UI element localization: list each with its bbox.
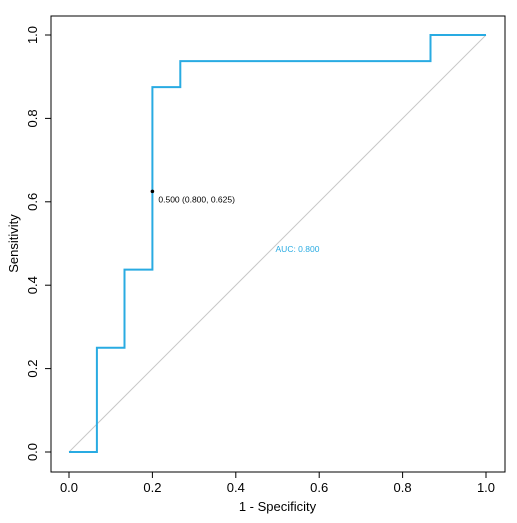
- x-axis-title: 1 - Specificity: [239, 499, 317, 514]
- x-tick-label: 0.6: [310, 480, 328, 495]
- x-axis: 0.0 0.2 0.4 0.6 0.8 1.0: [60, 471, 495, 495]
- x-tick-label: 1.0: [477, 480, 495, 495]
- y-axis: 0.0 0.2 0.4 0.6 0.8 1.0: [25, 26, 52, 461]
- x-tick-label: 0.2: [143, 480, 161, 495]
- y-tick-label: 0.2: [25, 360, 40, 378]
- y-tick-label: 0.4: [25, 276, 40, 294]
- x-tick-label: 0.4: [227, 480, 245, 495]
- y-tick-label: 0.8: [25, 109, 40, 127]
- reference-diagonal: [68, 34, 487, 453]
- y-axis-title: Sensitivity: [6, 214, 21, 273]
- roc-curve: [69, 34, 486, 453]
- y-tick-label: 0.0: [25, 443, 40, 461]
- x-tick-label: 0.0: [60, 480, 78, 495]
- x-tick-label: 0.8: [394, 480, 412, 495]
- threshold-label: 0.500 (0.800, 0.625): [158, 194, 235, 204]
- y-tick-label: 1.0: [25, 26, 40, 44]
- y-tick-label: 0.6: [25, 193, 40, 211]
- auc-label: AUC: 0.800: [276, 244, 320, 254]
- threshold-point: [150, 189, 155, 194]
